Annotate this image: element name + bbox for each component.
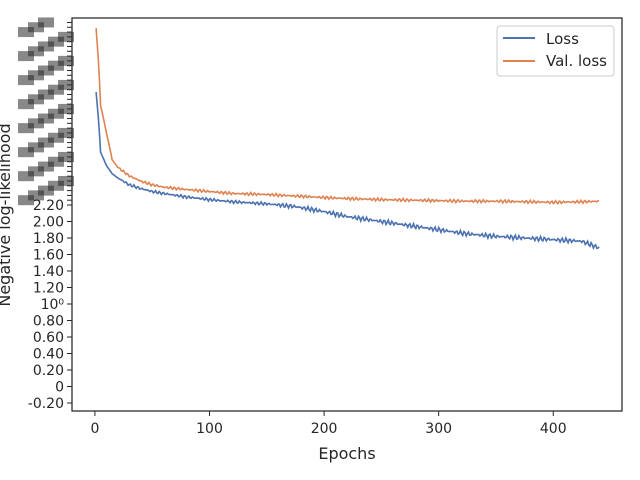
y-tick-label-dense (48, 36, 64, 47)
y-tick-label-dense (38, 17, 54, 28)
y-tick-label-dense (18, 99, 34, 110)
y-tick-label-dense (38, 137, 54, 148)
y-tick-label-dense (48, 84, 64, 95)
x-tick-label: 300 (425, 421, 452, 437)
y-tick-label: 1.40 (33, 264, 64, 280)
y-tick-label-dense (18, 75, 34, 86)
legend-label-val-loss: Val. loss (546, 52, 607, 70)
x-tick-label: 400 (540, 421, 567, 437)
y-tick-label: -0.20 (28, 396, 64, 412)
series-line-val-loss (95, 28, 600, 205)
y-tick-label: 0.20 (33, 363, 64, 379)
y-tick-label: 1.80 (33, 231, 64, 247)
y-tick-label: 2.20 (33, 198, 64, 214)
series-group (95, 28, 600, 251)
y-tick-label-dense (18, 123, 34, 134)
y-tick-label-dense (28, 118, 44, 129)
y-tick-label-dense (38, 113, 54, 124)
y-tick-label-dense (18, 51, 34, 62)
y-tick-label-dense (38, 41, 54, 52)
y-tick-label-dense (28, 70, 44, 81)
y-tick-label-dense (58, 127, 74, 138)
x-tick-label: 200 (311, 421, 338, 437)
y-tick-label-dense (18, 147, 34, 158)
legend-label-loss: Loss (546, 30, 579, 48)
y-tick-label-dense (28, 190, 44, 201)
y-tick-label-dense (58, 55, 74, 66)
y-tick-label-dense (58, 151, 74, 162)
y-tick-label-dense (18, 171, 34, 182)
y-tick-label-dense (48, 60, 64, 71)
y-tick-label-dense (58, 79, 74, 90)
y-tick-label: 10⁰ (41, 297, 65, 313)
y-tick-label: 0.60 (33, 330, 64, 346)
y-tick-label-dense (48, 132, 64, 143)
y-tick-label-dense (28, 94, 44, 105)
plot-frame (71, 17, 623, 412)
y-tick-label-dense (28, 142, 44, 153)
y-tick-label-dense (48, 180, 64, 191)
y-tick-label-dense (58, 31, 74, 42)
y-tick-label: 1.60 (33, 248, 64, 264)
y-tick-label-dense (28, 22, 44, 33)
y-tick-label: 2.00 (33, 215, 64, 231)
y-tick-label: 1.20 (33, 281, 64, 297)
x-axis-ticks: 0 100 200 300 400 (90, 411, 567, 437)
series-line-loss (95, 92, 600, 251)
y-tick-label-dense (18, 195, 34, 206)
y-tick-label: 0.40 (33, 347, 64, 363)
y-tick-label: 0 (55, 380, 64, 396)
y-tick-label-dense (38, 89, 54, 100)
y-tick-label-dense (28, 46, 44, 57)
y-tick-label-dense (58, 175, 74, 186)
x-tick-label: 0 (90, 421, 99, 437)
y-tick-label-dense (18, 27, 34, 38)
x-axis-label: Epochs (318, 444, 375, 463)
y-tick-label-dense (48, 156, 64, 167)
x-tick-label: 100 (196, 421, 223, 437)
y-tick-label-dense (38, 185, 54, 196)
y-axis-ticks: -0.2000.200.400.600.8010⁰1.201.401.601.8… (18, 17, 74, 412)
legend: Loss Val. loss (496, 25, 615, 77)
y-tick-label-dense (28, 166, 44, 177)
y-tick-label: 0.80 (33, 314, 64, 330)
y-axis-label: Negative log-likelihood (0, 123, 14, 306)
y-tick-label-dense (48, 108, 64, 119)
y-tick-label-dense (38, 65, 54, 76)
y-tick-label-dense (58, 103, 74, 114)
y-tick-label-dense (38, 161, 54, 172)
